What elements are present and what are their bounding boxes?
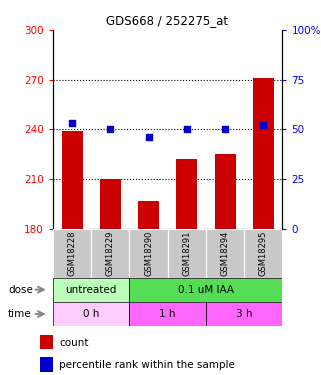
- Bar: [176, 159, 197, 229]
- Text: GSM18229: GSM18229: [106, 230, 115, 276]
- Bar: [40, 335, 53, 350]
- Text: GSM18290: GSM18290: [144, 230, 153, 276]
- Bar: [53, 278, 129, 302]
- Text: GDS668 / 252275_at: GDS668 / 252275_at: [106, 14, 228, 27]
- Point: [184, 126, 189, 132]
- Bar: [40, 357, 53, 372]
- Text: GSM18228: GSM18228: [68, 230, 77, 276]
- Text: time: time: [8, 309, 31, 319]
- Text: untreated: untreated: [65, 285, 117, 295]
- Text: count: count: [59, 338, 89, 348]
- Bar: [253, 78, 274, 229]
- Text: percentile rank within the sample: percentile rank within the sample: [59, 360, 235, 370]
- Text: GSM18291: GSM18291: [182, 230, 191, 276]
- Bar: [91, 229, 129, 278]
- Bar: [129, 302, 206, 326]
- Text: 1 h: 1 h: [160, 309, 176, 319]
- Bar: [138, 201, 159, 229]
- Bar: [168, 229, 206, 278]
- Point: [146, 134, 151, 140]
- Bar: [244, 229, 282, 278]
- Bar: [53, 229, 91, 278]
- Text: GSM18294: GSM18294: [221, 230, 230, 276]
- Bar: [53, 302, 129, 326]
- Point: [222, 126, 228, 132]
- Point: [261, 122, 266, 128]
- Bar: [206, 302, 282, 326]
- Bar: [206, 229, 244, 278]
- Text: GSM18295: GSM18295: [259, 230, 268, 276]
- Bar: [100, 179, 121, 229]
- Point: [108, 126, 113, 132]
- Text: 3 h: 3 h: [236, 309, 253, 319]
- Bar: [214, 154, 236, 229]
- Bar: [129, 278, 282, 302]
- Bar: [129, 229, 168, 278]
- Text: 0 h: 0 h: [83, 309, 100, 319]
- Point: [70, 120, 75, 126]
- Bar: [62, 131, 82, 229]
- Text: dose: dose: [8, 285, 33, 295]
- Text: 0.1 uM IAA: 0.1 uM IAA: [178, 285, 234, 295]
